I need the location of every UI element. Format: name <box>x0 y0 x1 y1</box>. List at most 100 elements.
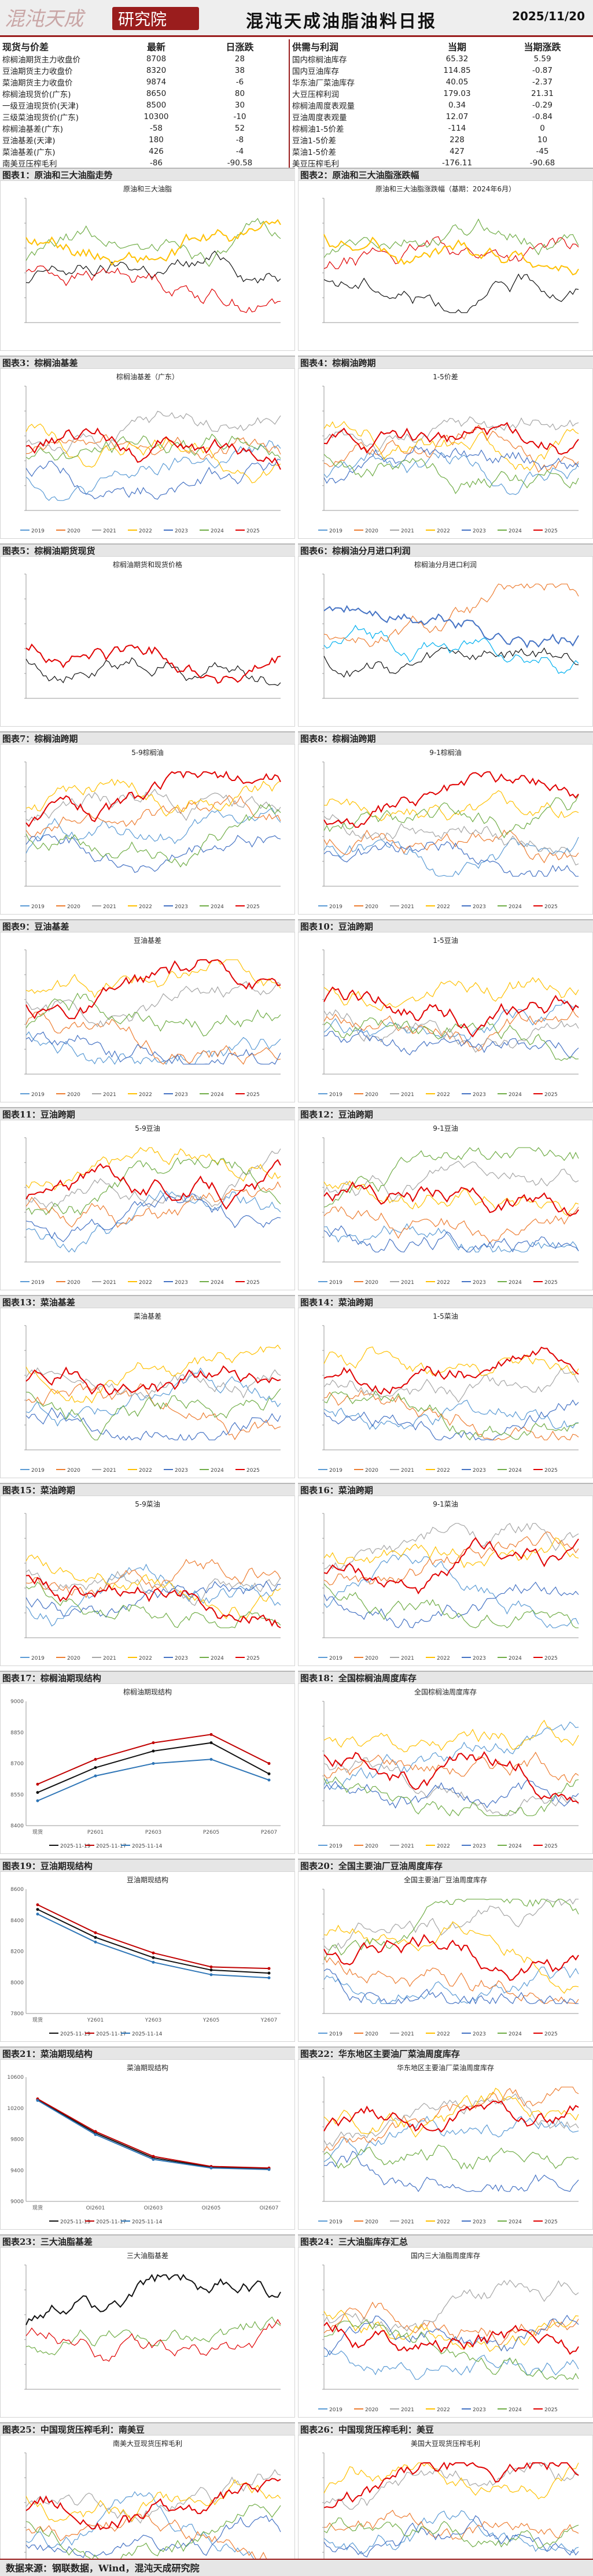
legend-item: 2025 <box>544 2407 558 2413</box>
supply-current: -114 <box>448 124 466 133</box>
spot-latest: -86 <box>149 158 163 168</box>
legend-item: 2021 <box>401 1844 414 1849</box>
plot-area <box>322 1889 579 2014</box>
legend-item: 2024 <box>509 1468 522 1474</box>
series-line <box>25 1011 281 1065</box>
series-line <box>323 2510 579 2540</box>
chart-title: 5-9豆油 <box>135 1124 160 1132</box>
spot-change: -8 <box>235 135 244 145</box>
series-line <box>25 410 281 454</box>
series-line <box>25 2469 281 2524</box>
legend-item: 2022 <box>139 1656 152 1661</box>
chart-panel: 图表3：棕榈油基差 棕榈油基差（广东） 2019 2020 2021 2022 2023 20… <box>0 356 295 539</box>
legend-item: 2020 <box>67 1092 80 1098</box>
series-line <box>25 1181 281 1228</box>
chart-svg: 豆油期现结构 7800 8000 8200 8400 8600 现货 Y2601 Y2603 Y2… <box>10 1875 281 2037</box>
series-line <box>25 1148 281 1209</box>
chart-panel: 图表7：棕榈油跨期 5-9棕榈油 2019 2020 2021 2022 2023 2024 2… <box>0 731 295 915</box>
supply-change: -0.87 <box>532 66 553 75</box>
legend-item: 2021 <box>103 1656 116 1661</box>
series-line <box>25 778 281 817</box>
supply-change: -0.29 <box>532 101 553 110</box>
chart-body: 9-1棕榈油 2019 2020 2021 2022 2023 2024 2025 <box>298 744 593 915</box>
chart-title: 原油和三大油脂涨跌幅（基期：2024年6月） <box>375 184 515 193</box>
plot-area <box>24 1513 281 1638</box>
legend-item: 2025 <box>544 1844 558 1849</box>
series-line <box>37 1914 270 1979</box>
legend-item: 2019 <box>329 1468 342 1474</box>
legend-item: 2020 <box>365 1468 378 1474</box>
legend-item: 2024 <box>509 1280 522 1286</box>
spot-change: -4 <box>235 147 244 156</box>
legend-item: 2025-11-19 <box>60 2031 91 2037</box>
series-line <box>323 2088 579 2138</box>
series-line <box>25 1569 281 1607</box>
summary-row: 豆油期货主力收盘价 8320 38 国内豆油库存 114.85 -0.87 <box>0 65 593 76</box>
chart-panel-title: 图表17：棕榈油期现结构 <box>0 1671 295 1683</box>
x-tick-label: P2601 <box>87 1830 104 1835</box>
series-line <box>25 789 281 821</box>
supply-current: 427 <box>450 147 465 156</box>
series-line <box>25 1157 281 1216</box>
series-line <box>25 1407 281 1441</box>
series-line <box>323 2319 579 2380</box>
chart-body: 华东地区主要油厂菜油周度库存 2019 2020 2021 2022 2023 2024 20… <box>298 2059 593 2230</box>
legend-item: 2025-11-17 <box>96 2031 126 2037</box>
chart-svg: 1-5菜油 2019 2020 2021 2022 2023 2024 2025 <box>318 1312 579 1474</box>
chart-title: 三大油脂基差 <box>127 2251 168 2260</box>
series-line <box>25 643 281 684</box>
x-tick-label: OI2601 <box>86 2205 105 2211</box>
series-line <box>25 2479 281 2522</box>
chart-panel-title: 图表22：华东地区主要油厂菜油周度库存 <box>298 2046 593 2059</box>
chart-panel-title: 图表7：棕榈油跨期 <box>0 731 295 744</box>
legend-item: 2023 <box>175 1656 188 1661</box>
chart-body: 5-9豆油 2019 2020 2021 2022 2023 2024 2025 <box>0 1120 295 1290</box>
series-line <box>25 1555 281 1619</box>
chart-title: 5-9棕榈油 <box>131 748 164 757</box>
legend-item: 2024 <box>509 1844 522 1849</box>
series-line <box>323 2086 579 2152</box>
supply-name: 美豆压榨毛利 <box>289 157 422 169</box>
summary-row: 豆油基差(天津) 180 -8 豆油1-5价差 228 10 <box>0 134 593 146</box>
chart-title: 菜油期现结构 <box>127 2063 168 2072</box>
legend-item: 2023 <box>473 1092 486 1098</box>
chart-panel: 图表18：全国棕榈油周度库存 全国棕榈油周度库存 2019 2020 2021 2022 2… <box>298 1671 593 1854</box>
legend-item: 2020 <box>365 1844 378 1849</box>
series-line <box>323 1537 579 1568</box>
legend-item: 2024 <box>509 528 522 534</box>
chart-panel-title: 图表15：菜油跨期 <box>0 1483 295 1496</box>
svg-text:研究院: 研究院 <box>118 10 167 29</box>
chart-title: 豆油基差 <box>134 937 161 945</box>
summary-row: 棕榈油基差(广东) -58 52 棕榈油1-5价差 -114 0 <box>0 123 593 134</box>
chart-panel-title: 图表16：菜油跨期 <box>298 1483 593 1496</box>
legend-item: 2023 <box>473 2219 486 2225</box>
chart-body: 原油和三大油脂涨跌幅（基期：2024年6月） <box>298 180 593 351</box>
series-line <box>37 1759 270 1801</box>
supply-name: 国内豆油库存 <box>289 65 422 76</box>
series-line <box>25 2515 281 2559</box>
plot-area <box>322 2077 579 2202</box>
plot-area <box>322 573 579 699</box>
spot-name: 棕榈油现货价(广东) <box>2 90 71 99</box>
series-line <box>25 807 281 854</box>
legend-item: 2024 <box>211 1280 224 1286</box>
chart-svg: 全国主要油厂豆油周度库存 2019 2020 2021 2022 2023 2024 2025 <box>318 1875 579 2037</box>
series-line <box>323 1757 579 1816</box>
y-tick-label: 7800 <box>10 2011 24 2017</box>
series-line <box>323 624 579 674</box>
series-line <box>25 1388 281 1441</box>
legend-item: 2022 <box>437 528 450 534</box>
chart-panel: 图表8：棕榈油跨期 9-1棕榈油 2019 2020 2021 2022 2023 2024 2… <box>298 731 593 915</box>
y-tick-label: 8000 <box>10 1980 24 1986</box>
series-line <box>323 1399 579 1441</box>
legend-item: 2025 <box>544 2031 558 2037</box>
chart-body: 9-1菜油 2019 2020 2021 2022 2023 2024 2025 <box>298 1496 593 1666</box>
series-line <box>25 959 281 1020</box>
supply-name: 豆油周度表观量 <box>289 111 422 123</box>
plot-area: 9000 9400 9800 10200 10600 现货 OI2601 OI2603 OI26… <box>7 2075 281 2211</box>
chart-panel: 图表26：中国现货压榨毛利：美豆美国大豆现货压榨毛利20192020202120… <box>298 2422 593 2576</box>
y-tick-label: 9000 <box>10 1699 24 1705</box>
series-line <box>323 218 579 258</box>
legend-item: 2024 <box>211 528 224 534</box>
legend-item: 2022 <box>139 1280 152 1286</box>
